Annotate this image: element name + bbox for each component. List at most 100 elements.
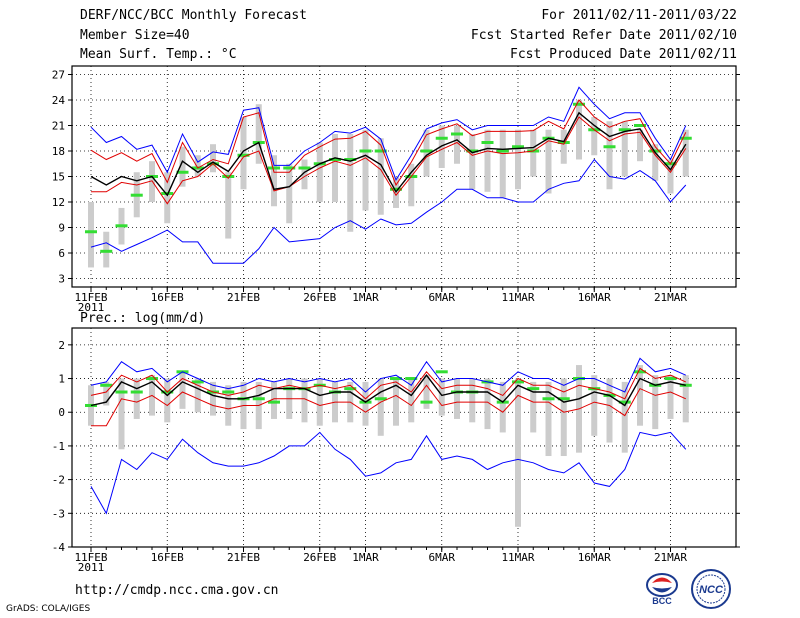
gray-bar bbox=[469, 378, 476, 423]
green-mark bbox=[634, 370, 646, 374]
gray-bar bbox=[637, 129, 643, 162]
gray-bar bbox=[362, 129, 369, 211]
gray-bar bbox=[179, 146, 186, 187]
y-tick-label: -2 bbox=[52, 474, 65, 487]
gray-bar bbox=[240, 117, 247, 190]
gray-bar bbox=[194, 155, 201, 177]
series-line-upper bbox=[90, 367, 687, 400]
member-size-label: Member Size=40 bbox=[80, 28, 190, 43]
green-mark bbox=[542, 397, 555, 401]
gray-bar bbox=[118, 378, 125, 450]
x-tick-label: 11MAR bbox=[501, 291, 534, 304]
y-tick-label: 12 bbox=[52, 196, 65, 209]
y-tick-label: 9 bbox=[58, 222, 65, 235]
gray-bar bbox=[469, 134, 476, 190]
series-line-min bbox=[90, 158, 687, 264]
green-mark bbox=[344, 387, 357, 391]
gray-bar bbox=[286, 163, 293, 224]
x-year-label: 2011 bbox=[78, 301, 105, 314]
gray-bar bbox=[438, 378, 445, 416]
gray-bar bbox=[377, 378, 384, 436]
green-mark bbox=[435, 136, 448, 140]
green-mark bbox=[100, 383, 113, 387]
gray-bar bbox=[255, 104, 262, 164]
gray-bar bbox=[408, 163, 415, 207]
gray-bar bbox=[271, 381, 277, 419]
forecast-started-date: Fcst Started Refer Date 2011/02/10 bbox=[470, 28, 737, 43]
grads-credit: GrADS: COLA/IGES bbox=[6, 604, 91, 614]
x-tick-label: 16FEB bbox=[151, 551, 184, 564]
green-mark bbox=[298, 166, 311, 170]
series-line-upper bbox=[90, 99, 687, 187]
x-tick-label: 26FEB bbox=[303, 291, 336, 304]
gray-bar bbox=[652, 144, 659, 181]
x-tick-label: 16FEB bbox=[151, 291, 184, 304]
gray-bar bbox=[545, 129, 552, 194]
gray-bar bbox=[271, 155, 277, 207]
gray-bar bbox=[591, 117, 598, 156]
y-tick-label: 3 bbox=[58, 273, 65, 286]
gray-bar bbox=[545, 381, 552, 457]
green-mark bbox=[176, 170, 189, 174]
x-tick-label: 11FEB bbox=[74, 291, 107, 304]
green-mark bbox=[130, 390, 143, 394]
green-mark bbox=[85, 230, 97, 234]
gray-bar bbox=[408, 378, 415, 423]
green-mark bbox=[512, 145, 524, 149]
series-line-lower bbox=[91, 116, 687, 205]
x-tick-label: 21MAR bbox=[654, 551, 687, 564]
green-mark bbox=[146, 377, 158, 381]
chart-title: DERF/NCC/BCC Monthly Forecast bbox=[80, 8, 307, 23]
y-tick-label: 0 bbox=[58, 406, 65, 419]
x-tick-label: 1MAR bbox=[352, 291, 379, 304]
gray-bar bbox=[347, 134, 354, 232]
green-mark bbox=[359, 149, 372, 153]
forecast-produced-date: Fcst Produced Date 2011/02/11 bbox=[510, 47, 737, 62]
temperature-panel: 3 6 9 12 15 18 21 24 27 11FEB 16FEB 21FEB 26FEB 1MAR 6… bbox=[52, 65, 740, 314]
gray-bar bbox=[591, 375, 598, 436]
gray-bar bbox=[301, 159, 308, 190]
green-mark bbox=[374, 397, 387, 401]
green-mark bbox=[390, 187, 402, 191]
y-tick-label: 6 bbox=[58, 247, 65, 260]
gray-bar bbox=[316, 378, 323, 426]
green-mark bbox=[115, 224, 128, 228]
y-tick-label: 21 bbox=[52, 120, 65, 133]
gray-bar bbox=[484, 129, 491, 192]
green-mark bbox=[573, 102, 585, 106]
gray-bar bbox=[560, 129, 567, 164]
precipitation-panel-title: Prec.: log(mm/d) bbox=[80, 311, 206, 326]
green-mark bbox=[268, 166, 280, 170]
x-tick-label: 16MAR bbox=[578, 291, 611, 304]
y-tick-label: 1 bbox=[58, 373, 65, 386]
green-mark bbox=[374, 149, 387, 153]
green-mark bbox=[435, 370, 448, 374]
gray-bar bbox=[103, 231, 110, 268]
x-tick-label: 21MAR bbox=[654, 291, 687, 304]
gray-bar bbox=[225, 385, 232, 426]
gray-bar bbox=[423, 375, 430, 409]
green-mark bbox=[161, 192, 174, 195]
gray-bar bbox=[393, 378, 399, 426]
x-tick-label: 11FEB bbox=[74, 551, 107, 564]
green-mark bbox=[329, 158, 341, 161]
green-mark bbox=[237, 153, 250, 157]
y-tick-label: 18 bbox=[52, 145, 65, 158]
gray-bar bbox=[606, 378, 613, 443]
source-url[interactable]: http://cmdp.ncc.cma.gov.cn bbox=[75, 583, 279, 598]
plot-frame bbox=[71, 327, 737, 548]
gray-bar bbox=[423, 129, 430, 177]
green-mark bbox=[344, 158, 357, 161]
green-mark bbox=[481, 141, 494, 144]
green-mark bbox=[496, 149, 509, 153]
green-mark bbox=[222, 175, 235, 178]
gray-bar bbox=[637, 365, 643, 426]
green-mark bbox=[420, 400, 433, 404]
green-mark bbox=[268, 400, 280, 404]
gray-bar bbox=[682, 129, 689, 177]
gray-bar bbox=[576, 100, 582, 160]
gray-bar bbox=[301, 378, 308, 423]
series-line-min bbox=[90, 431, 687, 515]
green-mark bbox=[512, 380, 524, 384]
